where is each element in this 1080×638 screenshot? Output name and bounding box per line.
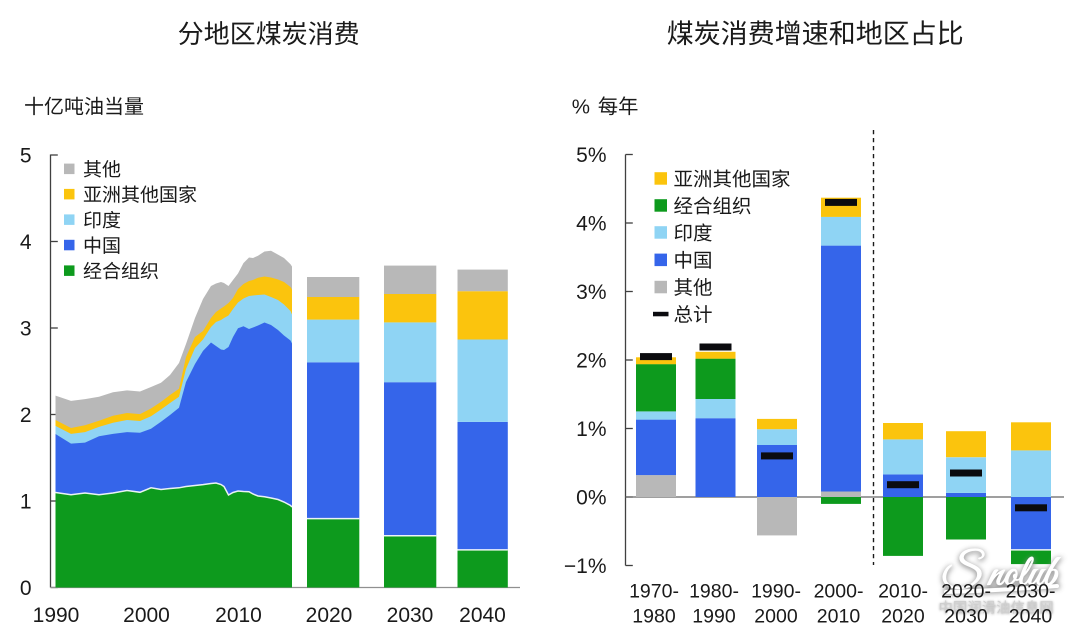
svg-text:4: 4 [20,231,32,254]
svg-text:2000-: 2000- [814,581,864,603]
svg-text:1990: 1990 [33,604,80,627]
svg-text:0: 0 [20,577,32,600]
svg-text:4%: 4% [576,212,606,235]
svg-text:1%: 1% [576,418,606,441]
svg-text:2000: 2000 [123,604,170,627]
svg-text:2020: 2020 [881,606,925,628]
svg-text:−1%: −1% [564,555,607,578]
svg-text:1980-: 1980- [689,581,739,603]
svg-text:%: % [572,96,590,119]
svg-text:2: 2 [20,404,32,427]
svg-text:1970-: 1970- [629,581,679,603]
svg-text:2020-: 2020- [941,581,991,603]
svg-text:5: 5 [20,144,32,167]
svg-text:2010: 2010 [215,604,262,627]
svg-text:2030: 2030 [387,604,434,627]
svg-text:2%: 2% [576,349,606,372]
svg-text:2030: 2030 [944,606,988,628]
svg-text:2020: 2020 [306,604,353,627]
svg-text:3: 3 [20,317,32,340]
svg-text:1990-: 1990- [751,581,801,603]
svg-text:2000: 2000 [754,606,798,628]
svg-text:1990: 1990 [692,606,736,628]
svg-text:0%: 0% [576,486,606,509]
svg-text:3%: 3% [576,281,606,304]
svg-text:2030-: 2030- [1006,581,1056,603]
svg-text:1: 1 [20,490,32,513]
svg-text:2040: 2040 [459,604,506,627]
svg-text:5%: 5% [576,144,606,167]
svg-text:2010: 2010 [817,606,861,628]
svg-text:2010-: 2010- [878,581,928,603]
svg-text:1980: 1980 [632,606,676,628]
svg-text:2040: 2040 [1009,606,1053,628]
